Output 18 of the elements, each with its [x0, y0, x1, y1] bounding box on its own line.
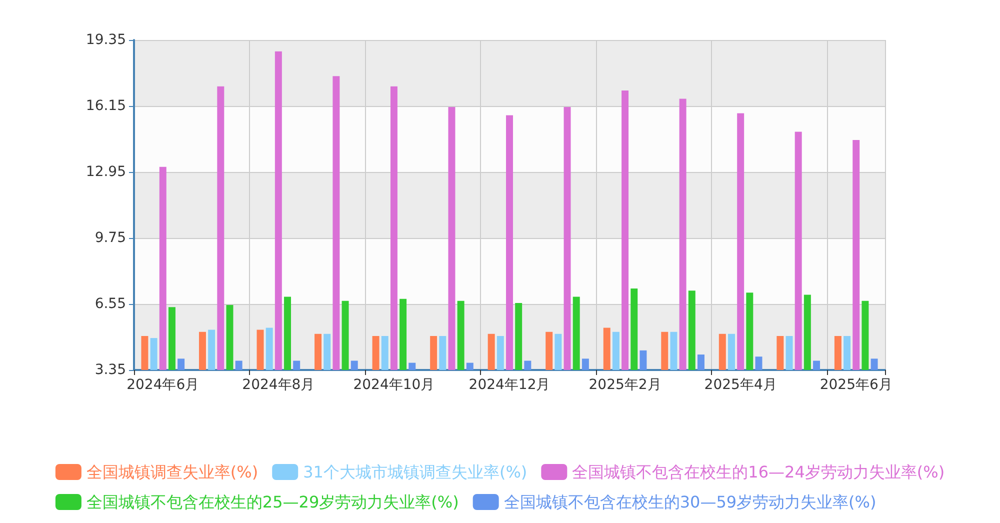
y-tick-label: 9.75	[94, 230, 126, 246]
legend-label: 全国城镇不包含在校生的25—29岁劳动力失业率(%)	[86, 492, 459, 512]
legend-label: 全国城镇不包含在校生的30—59岁劳动力失业率(%)	[504, 492, 876, 512]
x-tick-label: 2024年8月	[242, 377, 315, 393]
x-tick-label: 2024年10月	[353, 377, 435, 393]
legend-label: 全国城镇不包含在校生的16—24岁劳动力失业率(%)	[572, 462, 945, 482]
y-tick-label: 6.55	[94, 296, 126, 312]
x-tick-label: 2024年12月	[468, 377, 550, 393]
y-tick-label: 12.95	[86, 164, 126, 180]
x-tick-label: 2024年6月	[126, 377, 200, 393]
legend-label: 31个大城市城镇调查失业率(%)	[303, 462, 528, 482]
x-tick-label: 2025年2月	[588, 377, 662, 393]
x-tick-label: 2025年4月	[704, 377, 777, 393]
x-tick-label: 2025年6月	[820, 377, 892, 393]
y-tick-label: 19.35	[86, 32, 126, 48]
legend-label: 全国城镇调查失业率(%)	[86, 462, 258, 482]
y-tick-label: 16.15	[86, 98, 126, 114]
y-tick-label: 3.35	[94, 362, 126, 378]
